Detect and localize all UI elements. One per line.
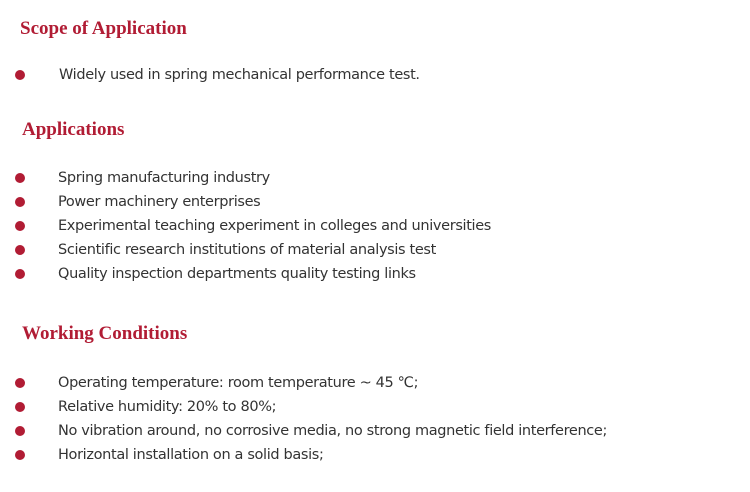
bullet-icon bbox=[15, 269, 25, 279]
bullet-icon bbox=[15, 197, 25, 207]
list-item-text: Experimental teaching experiment in coll… bbox=[58, 218, 492, 234]
list-item-text: No vibration around, no corrosive media,… bbox=[58, 423, 608, 439]
bullet-icon bbox=[15, 450, 25, 460]
list-item-text: Power machinery enterprises bbox=[58, 194, 261, 210]
list-item-text: Widely used in spring mechanical perform… bbox=[59, 67, 420, 83]
bullet-icon bbox=[15, 378, 25, 388]
list-item-text: Operating temperature: room temperature … bbox=[58, 375, 419, 391]
list-item-text: Scientific research institutions of mate… bbox=[58, 242, 436, 258]
section-heading: Applications bbox=[22, 119, 125, 140]
section-heading: Scope of Application bbox=[20, 18, 187, 39]
bullet-icon bbox=[15, 70, 25, 80]
list-item-text: Spring manufacturing industry bbox=[58, 170, 270, 186]
bullet-icon bbox=[15, 402, 25, 412]
bullet-icon bbox=[15, 245, 25, 255]
list-item-text: Horizontal installation on a solid basis… bbox=[58, 447, 324, 463]
bullet-icon bbox=[15, 221, 25, 231]
bullet-icon bbox=[15, 173, 25, 183]
bullet-icon bbox=[15, 426, 25, 436]
list-item-text: Relative humidity: 20% to 80%; bbox=[58, 399, 277, 415]
section-heading: Working Conditions bbox=[22, 323, 188, 344]
list-item-text: Quality inspection departments quality t… bbox=[58, 266, 416, 282]
